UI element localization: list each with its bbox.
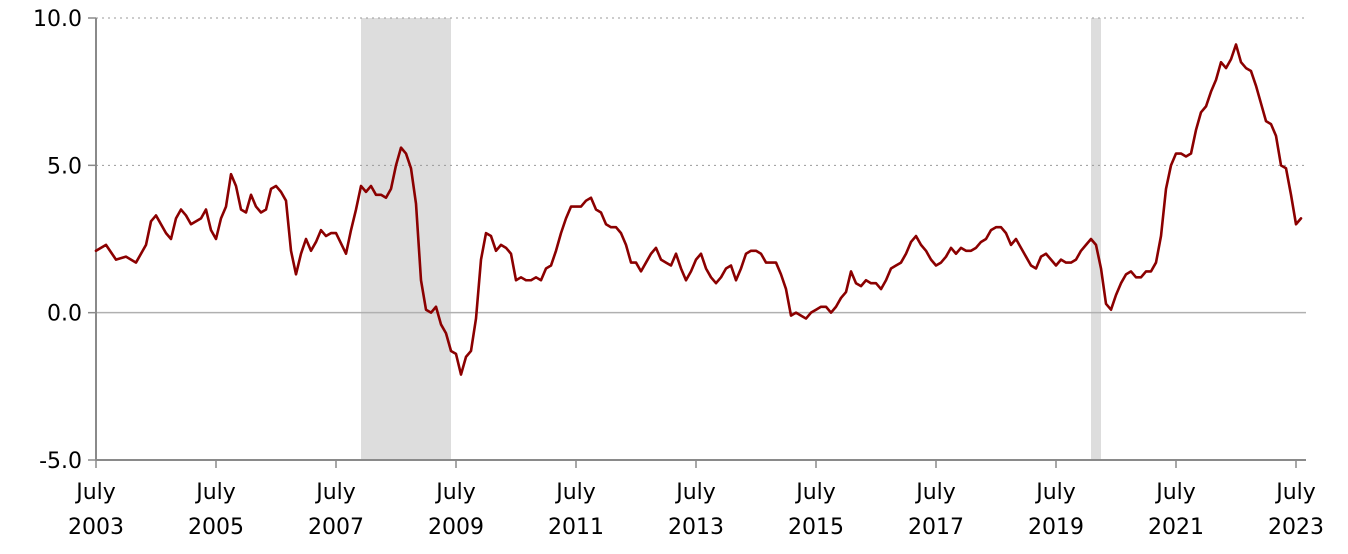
tick-labels: 10.0 5.0 0.0 -5.0 July 2003 July 2005 July 2007 Ju…	[33, 7, 1324, 540]
x-tick-label-month: July	[1274, 480, 1316, 505]
x-tick-label-month: July	[794, 480, 836, 505]
x-tick-label-year: 2019	[1028, 515, 1084, 540]
y-tick-label: 0.0	[47, 302, 82, 327]
x-tick-label-month: July	[434, 480, 476, 505]
x-tick-label-month: July	[1154, 480, 1196, 505]
axes	[88, 17, 1306, 468]
x-tick-label-year: 2023	[1268, 515, 1324, 540]
series-line-1	[94, 43, 1303, 376]
x-tick-label-year: 2017	[908, 515, 964, 540]
y-tick-label: 5.0	[47, 154, 82, 179]
x-tick-label-year: 2013	[668, 515, 724, 540]
x-tick-label-year: 2009	[428, 515, 484, 540]
y-gridlines	[96, 17, 1306, 314]
x-tick-label-year: 2005	[188, 515, 244, 540]
recession-band-2	[1091, 18, 1101, 460]
x-tick-label-month: July	[74, 480, 116, 505]
recession-shading	[361, 18, 1101, 460]
x-tick-label-year: 2003	[68, 515, 124, 540]
x-tick-label-month: July	[314, 480, 356, 505]
x-tick-label-month: July	[1034, 480, 1076, 505]
x-tick-label-year: 2021	[1148, 515, 1204, 540]
x-tick-label-month: July	[914, 480, 956, 505]
x-tick-label-year: 2007	[308, 515, 364, 540]
x-tick-label-year: 2011	[548, 515, 604, 540]
x-tick-label-month: July	[674, 480, 716, 505]
series-layer	[94, 43, 1303, 376]
x-tick-label-month: July	[554, 480, 596, 505]
y-tick-label: -5.0	[39, 449, 82, 474]
y-tick-label: 10.0	[33, 7, 82, 32]
x-tick-label-year: 2015	[788, 515, 844, 540]
x-tick-label-month: July	[194, 480, 236, 505]
recession-band-1	[361, 18, 451, 460]
